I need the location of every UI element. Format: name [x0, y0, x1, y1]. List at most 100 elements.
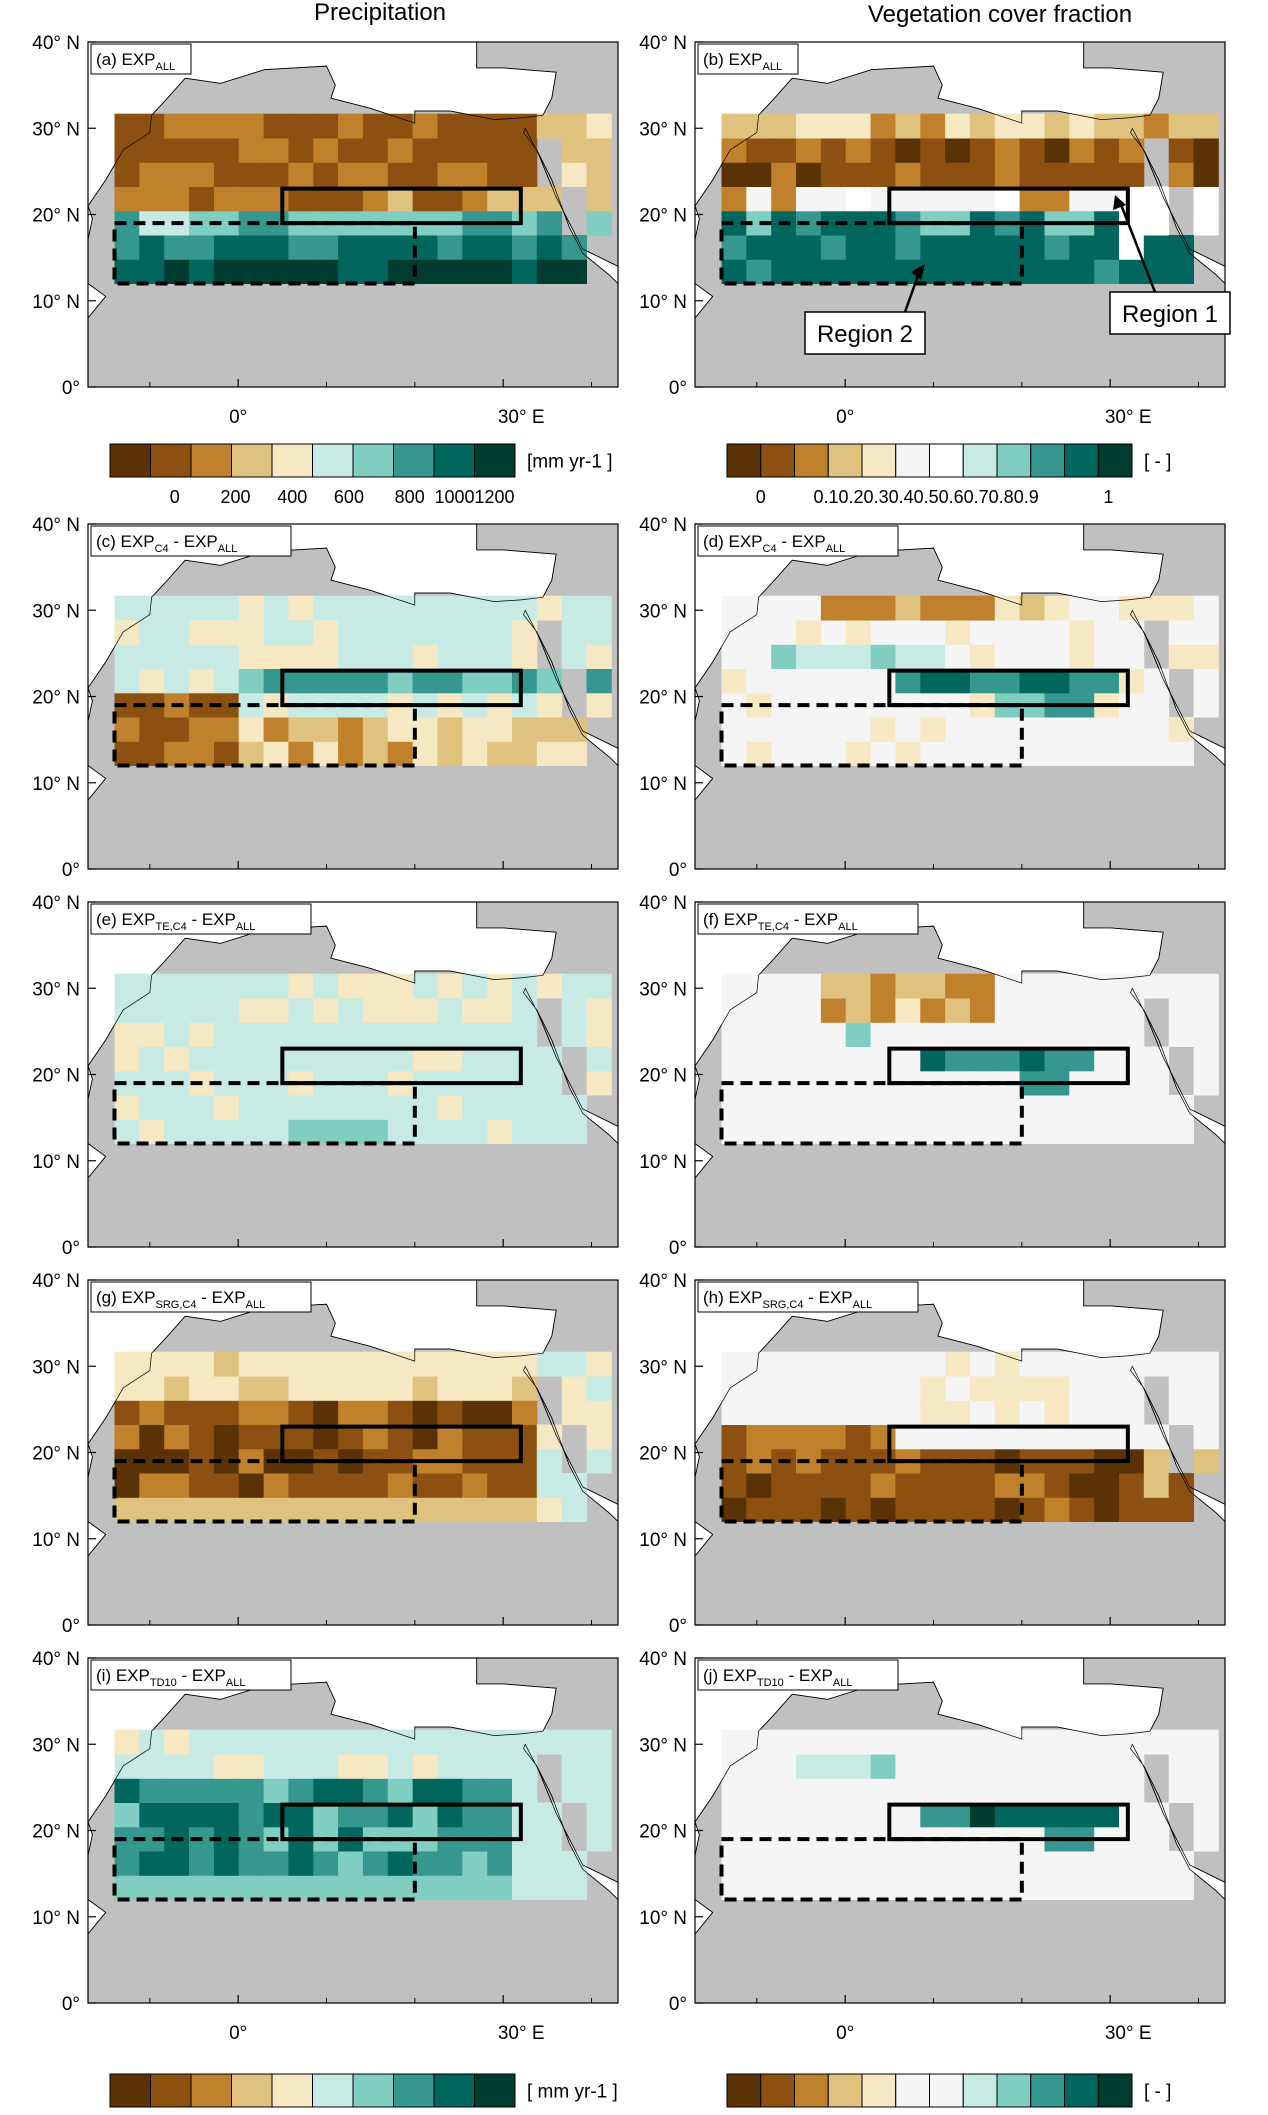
heatmap-cell	[536, 741, 563, 766]
colorbar-tick-label: 400	[277, 487, 307, 507]
lat-tick-label: 20° N	[639, 1066, 687, 1087]
colorbar-swatch	[760, 443, 795, 478]
colorbar-swatch	[760, 2073, 795, 2108]
heatmap-cell	[412, 138, 438, 163]
lat-tick-label: 20° N	[639, 688, 687, 709]
heatmap-cell	[895, 1754, 921, 1779]
heatmap-cell	[1044, 973, 1070, 999]
heatmap-cell	[1044, 138, 1070, 163]
heatmap-cell	[945, 595, 971, 621]
heatmap-cell	[387, 620, 414, 645]
heatmap-cell	[870, 1424, 896, 1450]
lat-tick-label: 10° N	[639, 1152, 687, 1173]
heatmap-cell	[437, 973, 463, 999]
heatmap-cell	[213, 1376, 240, 1401]
heatmap-cell	[969, 741, 996, 766]
heatmap-cell	[895, 1802, 921, 1828]
panel-i: 0° 10° N 20° N 30° N 40° N 0° 30° E (i) EXPTD10…	[32, 1649, 619, 2044]
colorbar-swatch	[794, 2073, 829, 2108]
heatmap-cell	[362, 1729, 389, 1755]
heatmap-cell	[313, 1400, 339, 1425]
colorbar-unit: [ mm yr-1 ]	[527, 2082, 618, 2103]
panel-label-text: (a) EXPALL	[96, 50, 175, 73]
heatmap-cell	[338, 1802, 364, 1828]
lat-tick-label: 30° N	[32, 1735, 80, 1756]
heatmap-cell	[238, 717, 264, 742]
heatmap-cell	[586, 1070, 612, 1096]
heatmap-cell	[288, 1802, 314, 1828]
heatmap-cell	[845, 1351, 871, 1377]
lat-tick-label: 0°	[669, 860, 687, 881]
heatmap-cell	[820, 1351, 847, 1377]
heatmap-cell	[994, 1497, 1021, 1522]
heatmap-cell	[1193, 620, 1219, 645]
heatmap-cells	[721, 973, 1219, 1144]
heatmap-cell	[164, 595, 190, 621]
heatmap-cell	[870, 620, 896, 645]
heatmap-cell	[114, 668, 140, 694]
heatmap-cell	[263, 620, 289, 645]
heatmap-cell	[536, 692, 563, 718]
heatmap-cell	[1193, 668, 1219, 694]
heatmap-cell	[338, 1729, 364, 1755]
colorbar-swatch	[726, 443, 762, 478]
heatmap-cell	[164, 668, 190, 694]
heatmap-cell	[820, 113, 847, 139]
heatmap-cell	[895, 186, 921, 212]
heatmap-cell	[796, 1778, 822, 1803]
heatmap-cell	[746, 138, 772, 163]
lat-tick-label: 30° N	[32, 1357, 80, 1378]
heatmap-cell	[412, 595, 438, 621]
heatmap-cell	[845, 741, 871, 766]
coastline	[88, 42, 618, 387]
heatmap-cell	[462, 1473, 488, 1498]
heatmap-cell	[189, 1424, 215, 1450]
heatmap-cell	[1119, 668, 1145, 694]
heatmap-cell	[1119, 998, 1145, 1023]
heatmap-cell	[462, 668, 488, 694]
heatmap-cell	[721, 186, 747, 212]
heatmap-cell	[1094, 1851, 1120, 1876]
heatmap-cell	[238, 1851, 264, 1876]
heatmap-cell	[114, 235, 140, 260]
heatmap-cell	[263, 1022, 289, 1047]
heatmap-cell	[561, 1473, 587, 1498]
heatmap-cell	[487, 595, 513, 621]
heatmap-cell	[586, 1376, 612, 1401]
colorbar-swatch	[1097, 443, 1133, 478]
heatmap-cell	[1044, 1851, 1070, 1876]
heatmap-cell	[920, 1022, 946, 1047]
coastline	[88, 524, 618, 869]
heatmap-cell	[796, 644, 822, 669]
heatmap-cell	[189, 162, 215, 187]
heatmap-cell	[114, 1778, 140, 1803]
region2-box	[112, 1837, 417, 1902]
heatmap-cell	[561, 1729, 587, 1755]
heatmap-cell	[1094, 1351, 1120, 1377]
heatmap-cell	[1143, 113, 1170, 139]
heatmap-cell	[920, 1473, 946, 1498]
heatmap-cell	[238, 1095, 264, 1120]
heatmap-cell	[512, 162, 538, 187]
heatmap-cell	[895, 1119, 921, 1144]
heatmap-cell	[288, 1376, 314, 1401]
colorbar-precip-abs: 0 200 400 600 800 10001200 [mm yr-1 ]	[109, 443, 613, 507]
heatmap-cell	[462, 1376, 488, 1401]
heatmap-cell	[1019, 1778, 1045, 1803]
heatmap-cell	[362, 741, 389, 766]
heatmap-cell	[164, 717, 190, 742]
heatmap-cell	[1044, 162, 1070, 187]
heatmap-cell	[487, 1778, 513, 1803]
heatmap-cell	[895, 998, 921, 1023]
heatmap-cell	[920, 1119, 946, 1144]
heatmap-cell	[288, 1022, 314, 1047]
heatmap-cell	[586, 1448, 612, 1474]
coastline	[695, 1658, 1225, 2003]
heatmap-cell	[870, 1497, 896, 1522]
heatmap-cell	[820, 1778, 847, 1803]
heatmap-cell	[437, 1497, 463, 1522]
heatmap-cell	[771, 1119, 797, 1144]
heatmap-cell	[1044, 186, 1070, 212]
heatmap-cell	[512, 998, 538, 1023]
heatmap-cell	[746, 259, 772, 284]
